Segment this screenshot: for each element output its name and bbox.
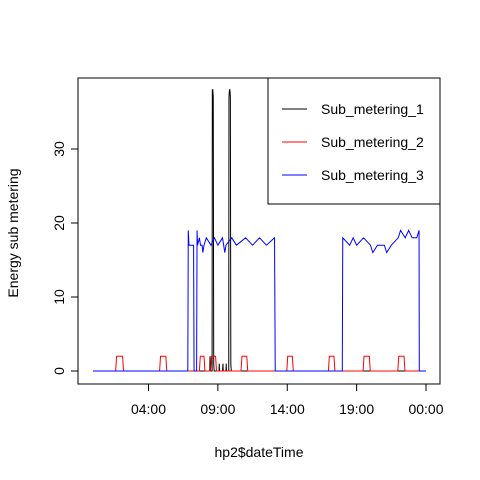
y-tick-label: 20 bbox=[51, 215, 67, 231]
y-tick-label: 10 bbox=[51, 289, 67, 305]
y-axis-title: Energy sub metering bbox=[5, 168, 21, 297]
series-layer bbox=[93, 89, 426, 372]
series-line-sub-metering-3 bbox=[93, 229, 426, 372]
axes-layer: 04:00 09:00 14:00 19:00 00:00 0 10 20 30 hp2$date… bbox=[5, 77, 444, 460]
legend-label: Sub_metering_2 bbox=[321, 134, 424, 150]
x-tick-label: 14:00 bbox=[270, 401, 305, 417]
x-tick-label: 00:00 bbox=[408, 401, 443, 417]
x-axis-title: hp2$dateTime bbox=[215, 444, 304, 460]
x-tick-label: 19:00 bbox=[339, 401, 374, 417]
legend-box bbox=[267, 77, 441, 205]
legend: Sub_metering_1 Sub_metering_2 Sub_metering… bbox=[267, 77, 441, 205]
legend-label: Sub_metering_3 bbox=[321, 167, 424, 183]
x-tick-label: 04:00 bbox=[131, 401, 166, 417]
y-tick-label: 30 bbox=[51, 141, 67, 157]
x-tick-label: 09:00 bbox=[200, 401, 235, 417]
legend-label: Sub_metering_1 bbox=[321, 101, 424, 117]
y-tick-label: 0 bbox=[51, 367, 67, 375]
series-line-sub-metering-2 bbox=[93, 355, 426, 372]
